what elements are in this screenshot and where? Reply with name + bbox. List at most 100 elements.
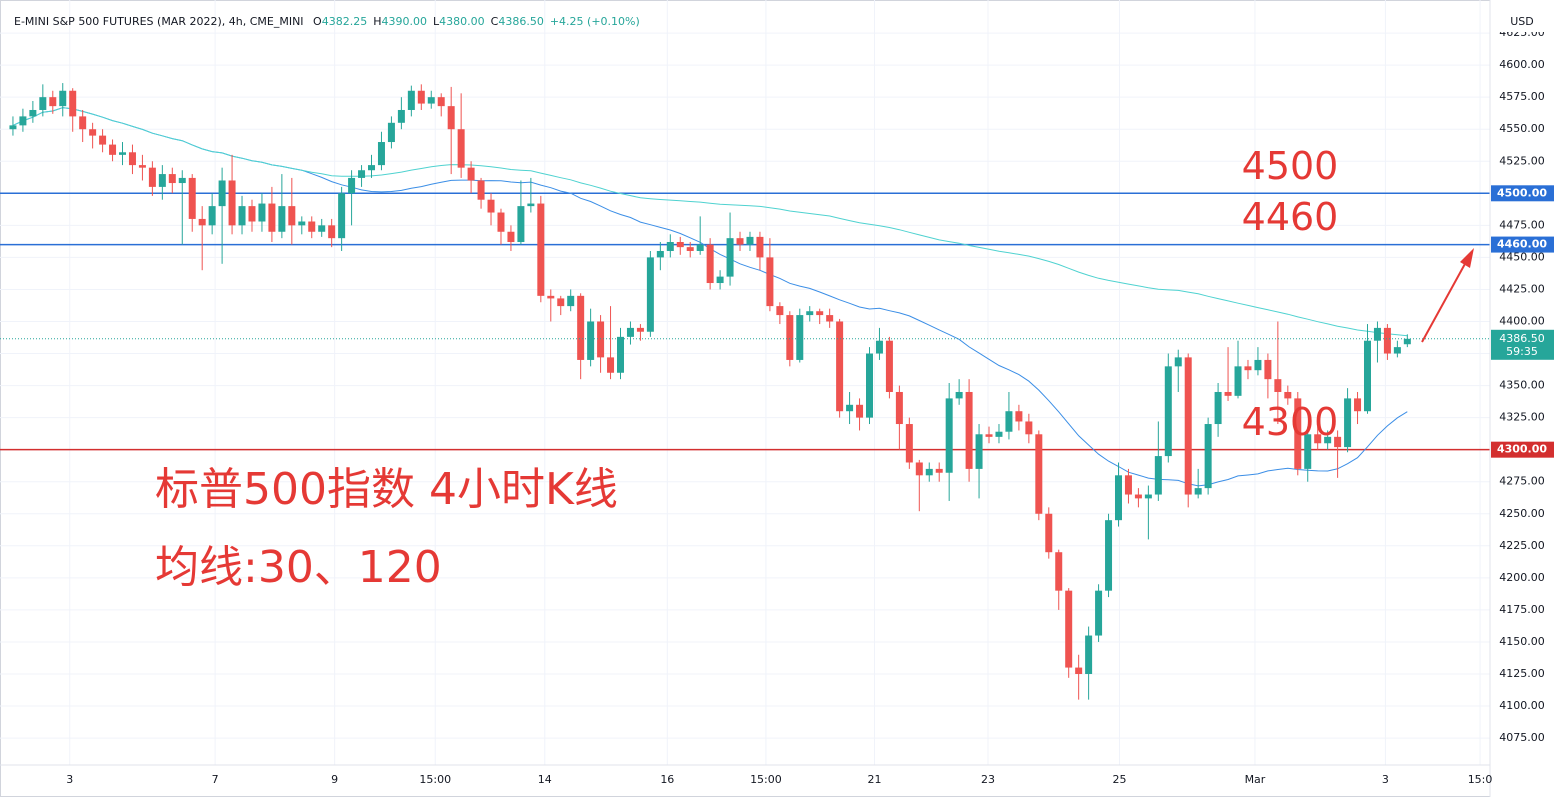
candle-body (796, 315, 804, 360)
y-tick-label: 4550.00 (1499, 122, 1545, 135)
candle-body (1124, 475, 1132, 495)
y-tick-label: 4150.00 (1499, 635, 1545, 648)
candle-body (19, 116, 27, 126)
candle-body (467, 167, 475, 181)
level-label: 4300.00 (1497, 443, 1547, 456)
candle-body (885, 340, 893, 392)
moving-average (12, 107, 1408, 337)
y-tick-label: 4450.00 (1499, 250, 1545, 263)
ohlc-key: L (433, 15, 440, 28)
candle-body (1344, 398, 1352, 448)
candle-body (706, 244, 714, 284)
level-label-box (1491, 185, 1554, 202)
candle-body (1363, 340, 1371, 412)
ohlc-key: O (313, 15, 322, 28)
price-axis (1490, 0, 1555, 797)
candle-body (507, 231, 515, 243)
candle-body (1095, 590, 1103, 636)
candle-body (148, 167, 156, 187)
candle-body (626, 327, 634, 337)
candle-body (318, 225, 326, 232)
candle-body (636, 327, 644, 332)
y-tick-label: 4250.00 (1499, 507, 1545, 520)
candle-body (258, 203, 266, 222)
candle-body (358, 170, 366, 178)
currency: USD (1510, 15, 1534, 28)
candle-body (826, 315, 834, 322)
candle-body (587, 321, 595, 360)
candle-body (457, 129, 465, 168)
candle-body (597, 321, 605, 358)
candle-body (577, 295, 585, 360)
candle-body (607, 357, 615, 373)
countdown: 59:35 (1506, 345, 1538, 358)
candle-body (806, 311, 814, 316)
level-label-box (1491, 236, 1554, 253)
candle-body (816, 311, 824, 316)
plot-area (0, 0, 1490, 765)
candle-body (1314, 434, 1322, 444)
candle-body (1393, 347, 1401, 354)
candle-body (158, 174, 166, 187)
y-tick-label: 4175.00 (1499, 603, 1545, 616)
candle-body (427, 97, 435, 104)
candle-body (696, 244, 704, 251)
y-tick-label: 4575.00 (1499, 90, 1545, 103)
candle-body (397, 109, 405, 123)
candle-body (1065, 590, 1073, 668)
candle-body (437, 97, 445, 107)
y-tick-label: 4400.00 (1499, 314, 1545, 327)
candle-body (168, 174, 176, 184)
candle-body (1154, 456, 1162, 495)
y-tick-label: 4075.00 (1499, 731, 1545, 744)
candle-body (746, 236, 754, 245)
candle-body (49, 97, 57, 107)
candle-body (447, 106, 455, 130)
candle-body (1304, 434, 1312, 469)
candle-body (1075, 667, 1083, 674)
level-label: 4460.00 (1497, 238, 1547, 251)
candle-body (138, 165, 146, 168)
candle-body (547, 295, 555, 299)
candle-body (905, 424, 913, 463)
x-tick-label: 7 (212, 773, 219, 786)
candle-body (567, 295, 575, 307)
candle-body (298, 221, 306, 226)
candle-body (1085, 635, 1093, 674)
ohlc-key: C (491, 15, 499, 28)
candle-body (617, 336, 625, 373)
candle-body (955, 391, 963, 399)
candle-body (1274, 379, 1282, 392)
candle-body (178, 177, 186, 184)
currency-box (1492, 12, 1552, 32)
candle-body (497, 212, 505, 232)
y-tick-label: 4350.00 (1499, 379, 1545, 392)
candle-body (985, 434, 993, 437)
ohlc-value: 4380.00 (439, 15, 485, 28)
candle-body (69, 90, 77, 117)
candle-body (188, 177, 196, 219)
candle-body (348, 177, 356, 194)
candle-body (308, 221, 316, 232)
x-tick-label: 25 (1112, 773, 1126, 786)
candle-body (925, 468, 933, 476)
candle-body (1174, 357, 1182, 367)
symbol: E-MINI S&P 500 FUTURES (MAR 2022), 4h, C… (14, 15, 304, 28)
candle-body (1224, 391, 1232, 396)
candle-body (776, 306, 784, 316)
y-tick-label: 4200.00 (1499, 571, 1545, 584)
candle-body (238, 206, 246, 226)
candle-body (228, 180, 236, 226)
ohlc-value: 4386.50 (498, 15, 544, 28)
candle-body (377, 142, 385, 166)
arrow-line (1421, 261, 1467, 343)
candle-body (1284, 391, 1292, 399)
candle-body (1234, 366, 1242, 396)
candle-body (716, 276, 724, 284)
y-tick-label: 4600.00 (1499, 58, 1545, 71)
axes: 4075.00 4100.00 4125.00 4150.00 4175.00 4200.… (66, 26, 1554, 786)
candle-body (1204, 424, 1212, 489)
candle-body (128, 152, 136, 166)
